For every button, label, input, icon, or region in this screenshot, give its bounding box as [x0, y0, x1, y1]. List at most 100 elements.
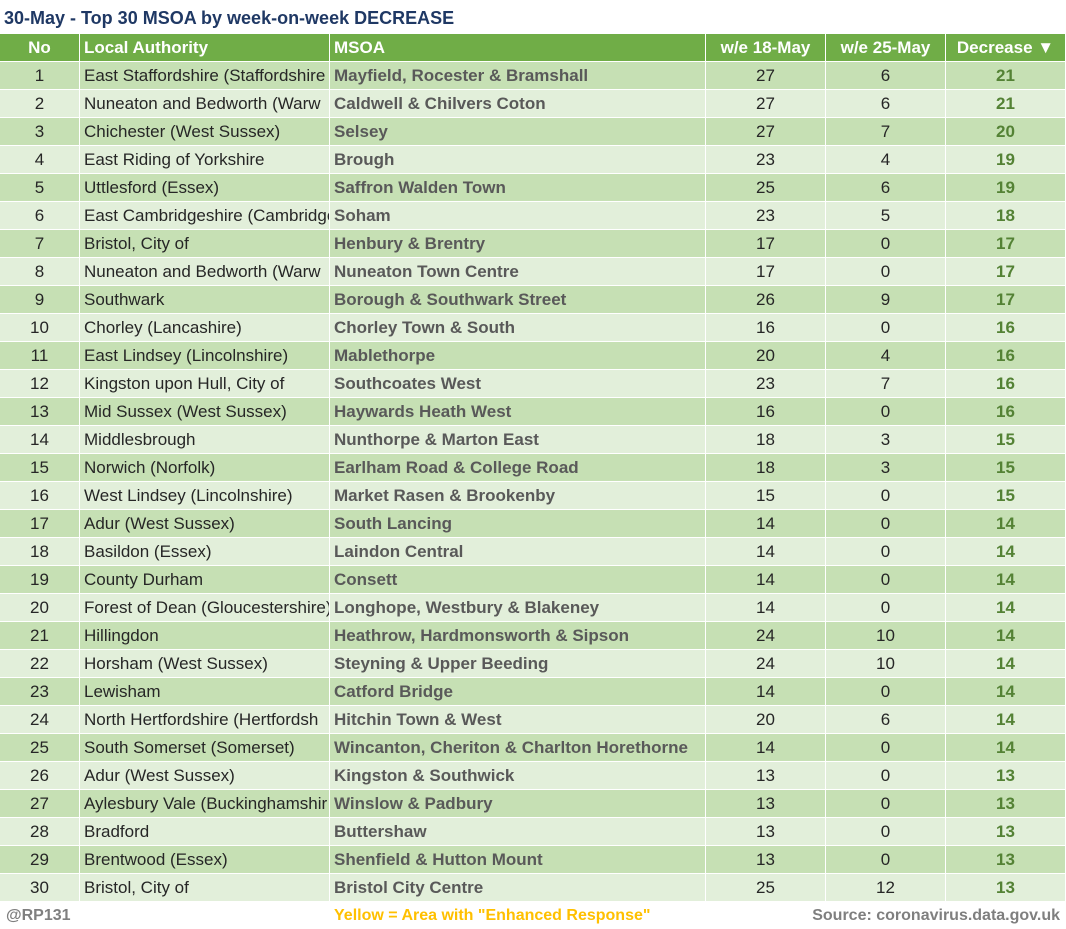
column-header: Decrease ▼	[946, 34, 1066, 62]
decrease-cell: 15	[946, 426, 1066, 454]
week-18-may-cell: 17	[706, 230, 826, 258]
week-25-may-cell: 7	[826, 118, 946, 146]
local-authority-cell: South Somerset (Somerset)	[80, 734, 330, 762]
msoa-cell: Heathrow, Hardmonsworth & Sipson	[330, 622, 706, 650]
week-25-may-cell: 4	[826, 146, 946, 174]
week-18-may-cell: 27	[706, 90, 826, 118]
decrease-cell: 13	[946, 846, 1066, 874]
local-authority-cell: North Hertfordshire (Hertfordsh	[80, 706, 330, 734]
week-25-may-cell: 0	[826, 482, 946, 510]
no-cell: 8	[0, 258, 80, 286]
msoa-cell: Bristol City Centre	[330, 874, 706, 902]
week-25-may-cell: 6	[826, 174, 946, 202]
no-cell: 12	[0, 370, 80, 398]
msoa-cell: Wincanton, Cheriton & Charlton Horethorn…	[330, 734, 706, 762]
week-18-may-cell: 20	[706, 706, 826, 734]
msoa-cell: Hitchin Town & West	[330, 706, 706, 734]
no-cell: 2	[0, 90, 80, 118]
week-18-may-cell: 23	[706, 146, 826, 174]
week-25-may-cell: 9	[826, 286, 946, 314]
decrease-cell: 14	[946, 566, 1066, 594]
week-18-may-cell: 18	[706, 454, 826, 482]
no-cell: 23	[0, 678, 80, 706]
week-25-may-cell: 0	[826, 846, 946, 874]
msoa-cell: Kingston & Southwick	[330, 762, 706, 790]
no-cell: 25	[0, 734, 80, 762]
week-25-may-cell: 0	[826, 566, 946, 594]
msoa-cell: Soham	[330, 202, 706, 230]
week-18-may-cell: 24	[706, 622, 826, 650]
week-18-may-cell: 14	[706, 734, 826, 762]
msoa-cell: Southcoates West	[330, 370, 706, 398]
msoa-cell: Earlham Road & College Road	[330, 454, 706, 482]
no-cell: 20	[0, 594, 80, 622]
decrease-cell: 16	[946, 370, 1066, 398]
decrease-cell: 15	[946, 454, 1066, 482]
week-25-may-cell: 0	[826, 510, 946, 538]
decrease-cell: 14	[946, 594, 1066, 622]
week-25-may-cell: 6	[826, 706, 946, 734]
decrease-cell: 13	[946, 762, 1066, 790]
week-25-may-cell: 0	[826, 230, 946, 258]
no-cell: 27	[0, 790, 80, 818]
msoa-cell: Shenfield & Hutton Mount	[330, 846, 706, 874]
no-cell: 21	[0, 622, 80, 650]
week-25-may-cell: 0	[826, 314, 946, 342]
decrease-cell: 14	[946, 510, 1066, 538]
week-25-may-cell: 10	[826, 622, 946, 650]
week-18-may-cell: 20	[706, 342, 826, 370]
msoa-cell: Nuneaton Town Centre	[330, 258, 706, 286]
local-authority-cell: Bradford	[80, 818, 330, 846]
msoa-cell: Mablethorpe	[330, 342, 706, 370]
no-cell: 3	[0, 118, 80, 146]
decrease-cell: 14	[946, 706, 1066, 734]
msoa-cell: South Lancing	[330, 510, 706, 538]
week-18-may-cell: 25	[706, 874, 826, 902]
week-18-may-cell: 13	[706, 762, 826, 790]
msoa-cell: Steyning & Upper Beeding	[330, 650, 706, 678]
decrease-cell: 19	[946, 146, 1066, 174]
msoa-cell: Laindon Central	[330, 538, 706, 566]
week-25-may-cell: 6	[826, 62, 946, 90]
week-25-may-cell: 0	[826, 398, 946, 426]
local-authority-cell: Nuneaton and Bedworth (Warw	[80, 90, 330, 118]
local-authority-cell: Kingston upon Hull, City of	[80, 370, 330, 398]
msoa-cell: Catford Bridge	[330, 678, 706, 706]
week-18-may-cell: 14	[706, 510, 826, 538]
decrease-cell: 17	[946, 286, 1066, 314]
week-25-may-cell: 0	[826, 594, 946, 622]
week-18-may-cell: 17	[706, 258, 826, 286]
decrease-cell: 16	[946, 314, 1066, 342]
local-authority-cell: Adur (West Sussex)	[80, 762, 330, 790]
local-authority-cell: Middlesbrough	[80, 426, 330, 454]
no-cell: 22	[0, 650, 80, 678]
local-authority-cell: Norwich (Norfolk)	[80, 454, 330, 482]
local-authority-cell: East Cambridgeshire (Cambridge	[80, 202, 330, 230]
decrease-cell: 13	[946, 874, 1066, 902]
week-25-may-cell: 12	[826, 874, 946, 902]
decrease-cell: 14	[946, 650, 1066, 678]
week-18-may-cell: 16	[706, 398, 826, 426]
column-header: MSOA	[330, 34, 706, 62]
local-authority-cell: Aylesbury Vale (Buckinghamshir	[80, 790, 330, 818]
week-25-may-cell: 0	[826, 818, 946, 846]
no-cell: 30	[0, 874, 80, 902]
decrease-cell: 13	[946, 790, 1066, 818]
column-header: w/e 25-May	[826, 34, 946, 62]
decrease-cell: 18	[946, 202, 1066, 230]
decrease-cell: 15	[946, 482, 1066, 510]
local-authority-cell: East Staffordshire (Staffordshire	[80, 62, 330, 90]
local-authority-cell: Lewisham	[80, 678, 330, 706]
decrease-cell: 20	[946, 118, 1066, 146]
week-18-may-cell: 13	[706, 790, 826, 818]
column-header: w/e 18-May	[706, 34, 826, 62]
no-cell: 5	[0, 174, 80, 202]
week-18-may-cell: 14	[706, 678, 826, 706]
decrease-cell: 14	[946, 622, 1066, 650]
msoa-cell: Longhope, Westbury & Blakeney	[330, 594, 706, 622]
no-cell: 9	[0, 286, 80, 314]
local-authority-cell: East Riding of Yorkshire	[80, 146, 330, 174]
msoa-cell: Nunthorpe & Marton East	[330, 426, 706, 454]
decrease-cell: 14	[946, 538, 1066, 566]
